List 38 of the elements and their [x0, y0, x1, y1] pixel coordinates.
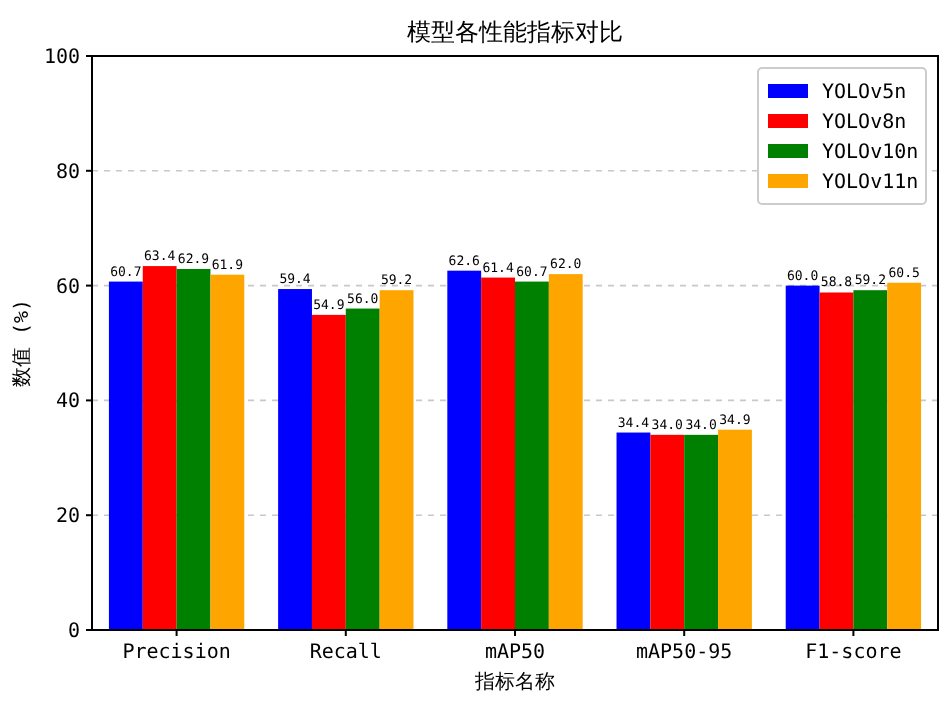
bar: [210, 274, 245, 630]
bar: [548, 274, 583, 630]
legend-label: YOLOv8n: [822, 112, 907, 134]
y-tick-label: 80: [55, 161, 80, 184]
y-tick-label: 0: [67, 621, 80, 643]
x-tick-label: Precision: [122, 642, 231, 664]
x-tick-label: F1-score: [805, 642, 902, 664]
y-axis-title: 数值 (%): [12, 298, 34, 388]
x-tick-label: mAP50: [484, 642, 546, 664]
bar: [616, 432, 651, 630]
bar: [515, 281, 549, 630]
bar: [447, 270, 482, 630]
chart-title: 模型各性能指标对比: [407, 18, 623, 46]
bar: [108, 281, 143, 630]
bar: [345, 308, 380, 630]
y-tick-label: 60: [55, 276, 80, 299]
bar: [819, 292, 854, 630]
x-tick-label: mAP50-95: [636, 642, 733, 664]
bar: [853, 290, 888, 630]
y-tick-label: 100: [43, 47, 80, 69]
bar: [176, 268, 211, 630]
bar: [650, 434, 685, 630]
legend-label: YOLOv10n: [822, 142, 919, 164]
y-tick-label: 20: [55, 506, 80, 529]
bar: [718, 429, 752, 630]
bar: [684, 434, 719, 630]
bar: [278, 289, 312, 630]
legend-label: YOLOv5n: [822, 82, 907, 104]
legend-label: YOLOv11n: [822, 172, 919, 194]
bar: [887, 282, 922, 630]
x-tick-label: Recall: [309, 642, 382, 664]
bar: [311, 314, 346, 630]
bar: [481, 277, 515, 630]
x-axis-title: 指标名称: [473, 670, 555, 694]
bar: [379, 290, 414, 630]
y-tick-label: 40: [55, 391, 80, 414]
bar: [142, 266, 177, 630]
bar: [785, 285, 820, 630]
